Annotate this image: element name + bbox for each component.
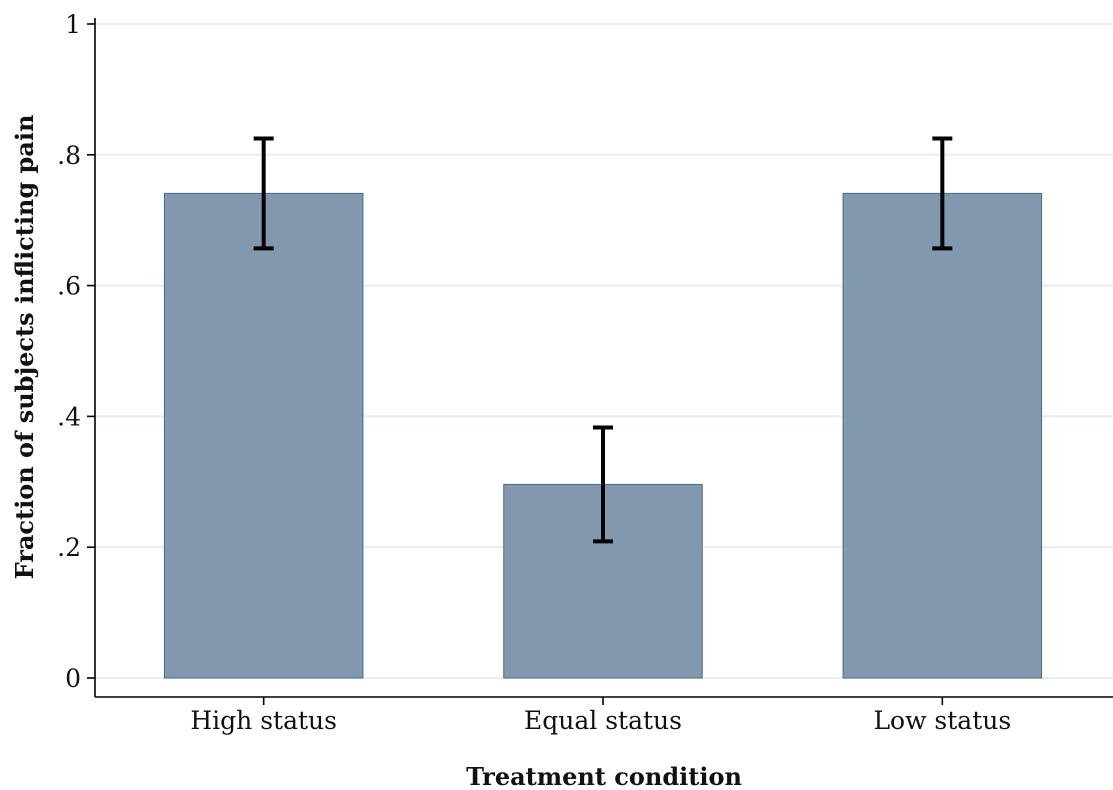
y-tick-label: 1 <box>65 10 81 39</box>
x-ticks: High status Equal status Low status <box>190 697 1011 735</box>
bar <box>842 192 1043 679</box>
y-tick-label: .6 <box>57 272 81 301</box>
x-tick-label: Equal status <box>524 706 682 735</box>
y-ticks: 0 .2 .4 .6 .8 1 <box>57 10 95 693</box>
error-bar <box>932 136 953 251</box>
x-tick-label: Low status <box>873 706 1011 735</box>
x-axis-title: Treatment condition <box>466 762 742 790</box>
y-axis-title: Fraction of subjects inflicting pain <box>10 115 39 580</box>
error-bars <box>253 136 953 544</box>
y-tick-label: .4 <box>57 402 81 431</box>
error-bar <box>253 136 274 251</box>
y-tick-label: .2 <box>57 533 81 562</box>
bars <box>163 192 1043 679</box>
error-bar <box>593 425 613 544</box>
y-tick-label: 0 <box>65 664 81 693</box>
x-tick-label: High status <box>190 706 337 735</box>
y-tick-label: .8 <box>57 141 81 170</box>
bar <box>163 192 364 679</box>
